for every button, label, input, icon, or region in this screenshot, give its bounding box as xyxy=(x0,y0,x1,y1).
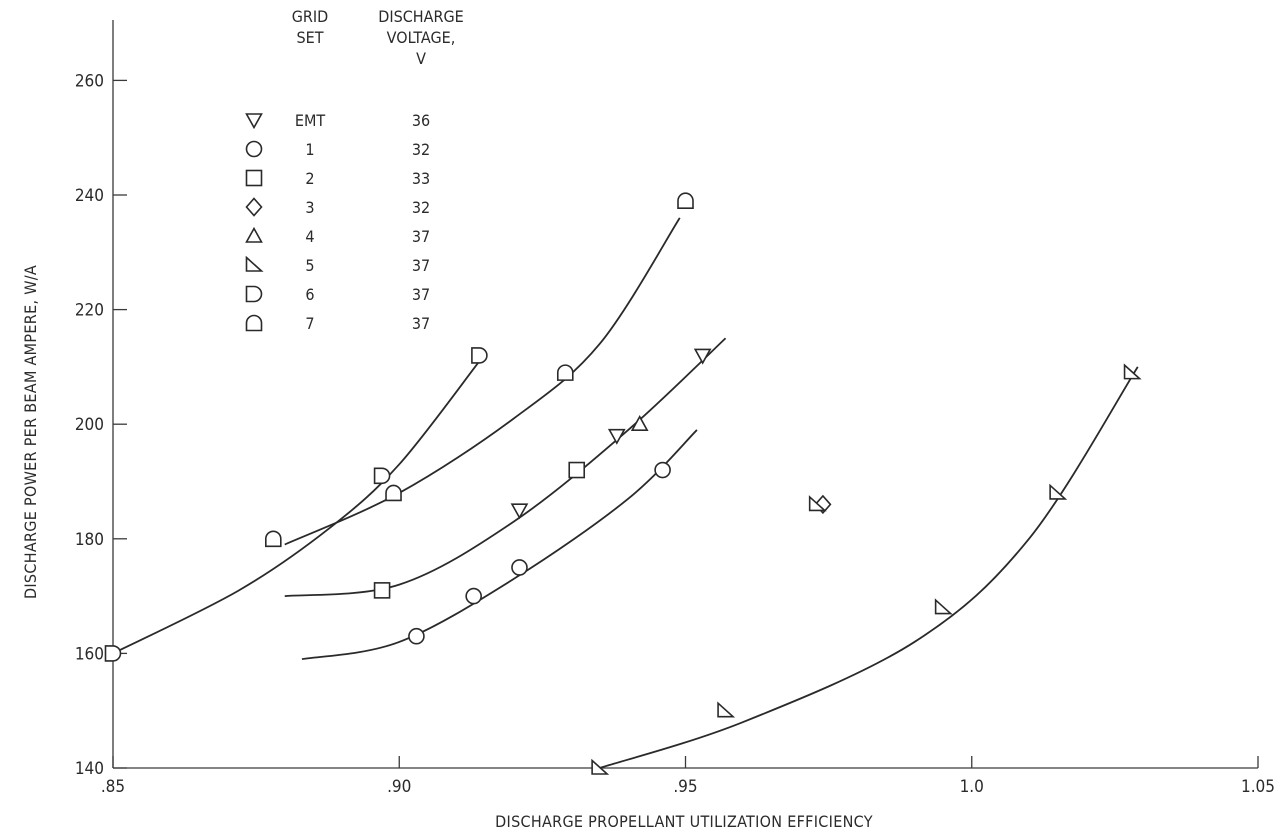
legend-header-voltage: V xyxy=(416,49,426,68)
legend-grid-set: 2 xyxy=(305,169,314,188)
data-point-half-round-up xyxy=(385,484,402,502)
data-point-triangle-right-flag xyxy=(1123,363,1142,380)
data-point-half-round-up xyxy=(677,192,694,210)
data-point-half-round-up xyxy=(556,364,574,381)
legend-symbol-half-round-up xyxy=(245,314,263,332)
data-point-circle xyxy=(465,587,482,605)
y-tick-label: 160 xyxy=(75,644,104,664)
y-axis-label: DISCHARGE POWER PER BEAM AMPERE, W/A xyxy=(21,265,40,599)
legend-symbol-circle xyxy=(245,140,263,158)
x-tick-label: 1.05 xyxy=(1241,777,1275,797)
data-point-circle xyxy=(408,627,425,645)
y-tick-label: 140 xyxy=(75,759,104,779)
legend-voltage: 36 xyxy=(412,111,430,130)
legend-symbol-diamond xyxy=(245,197,263,217)
x-tick-label: .85 xyxy=(101,777,125,797)
data-markers xyxy=(104,192,1142,775)
legend-header-grid-set: SET xyxy=(296,28,323,47)
legend-header-voltage: DISCHARGE xyxy=(378,7,463,26)
legend-grid-set: 3 xyxy=(305,198,314,217)
data-point-triangle-down xyxy=(607,428,626,445)
y-tick-label: 260 xyxy=(75,71,104,91)
fit-curve-half-round-right xyxy=(112,360,481,655)
data-point-triangle-down xyxy=(510,503,529,520)
data-point-half-round-right xyxy=(471,347,488,364)
data-point-triangle-right-flag xyxy=(1049,483,1068,500)
y-tick-label: 220 xyxy=(75,301,104,321)
fit-curve-circle xyxy=(301,429,698,661)
data-point-square xyxy=(373,582,391,599)
fitted-curves xyxy=(112,217,1139,769)
legend-voltage: 37 xyxy=(412,285,430,304)
y-tick-label: 240 xyxy=(75,186,104,206)
data-point-triangle-up xyxy=(630,415,649,432)
data-point-triangle-right-flag xyxy=(808,495,827,512)
legend-voltage: 33 xyxy=(412,169,430,188)
legend-symbol-half-round-right xyxy=(245,285,263,303)
data-point-half-round-right xyxy=(104,645,122,662)
legend-voltage: 37 xyxy=(412,314,430,333)
legend-voltage: 37 xyxy=(412,227,430,246)
data-point-triangle-down xyxy=(693,348,712,365)
x-axis-label: DISCHARGE PROPELLANT UTILIZATION EFFICIE… xyxy=(495,812,873,831)
fit-curve-triangle-down xyxy=(284,337,727,597)
data-point-circle xyxy=(511,559,528,576)
y-tick-label: 180 xyxy=(75,530,104,550)
fit-curve-triangle-right-flag xyxy=(599,366,1139,769)
legend-grid-set: 1 xyxy=(305,140,314,159)
legend-header-grid-set: GRID xyxy=(292,7,328,26)
legend-symbol-triangle-up xyxy=(245,226,263,243)
data-point-triangle-right-flag xyxy=(591,758,610,775)
legend-grid-set: 6 xyxy=(305,285,314,304)
legend-grid-set: 7 xyxy=(305,314,314,333)
data-point-half-round-up xyxy=(265,530,282,548)
y-ticks: 140 160 180 200 220 240 260 xyxy=(75,71,127,779)
x-tick-label: 1.0 xyxy=(960,777,984,797)
x-tick-label: .90 xyxy=(387,777,411,797)
legend-voltage: 32 xyxy=(412,198,430,217)
data-point-half-round-right xyxy=(373,467,391,485)
fit-curve-half-round-up xyxy=(284,217,681,546)
legend-symbol-square xyxy=(245,169,263,187)
legend-symbol-triangle-down xyxy=(245,113,263,130)
legend-grid-set: EMT xyxy=(295,111,326,130)
legend-symbol-triangle-right-flag xyxy=(245,255,264,272)
x-tick-label: .95 xyxy=(673,777,697,797)
axes xyxy=(112,20,1258,769)
legend-grid-set: 4 xyxy=(305,227,314,246)
data-point-triangle-right-flag xyxy=(934,598,953,615)
legend-header-voltage: VOLTAGE, xyxy=(387,28,456,47)
data-point-triangle-right-flag xyxy=(717,701,736,718)
legend-voltage: 32 xyxy=(412,140,430,159)
legend-voltage: 37 xyxy=(412,256,430,275)
x-ticks: .85 .90 .95 1.0 1.05 xyxy=(101,756,1275,797)
data-point-square xyxy=(568,461,586,479)
data-point-circle xyxy=(654,461,671,479)
legend-grid-set: 5 xyxy=(305,256,314,275)
y-tick-label: 200 xyxy=(75,415,104,435)
